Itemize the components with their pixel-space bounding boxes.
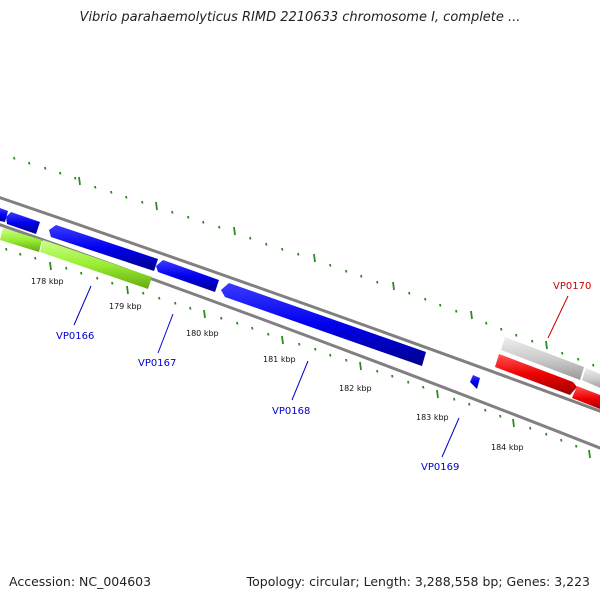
cds-arrow-vp0166[interactable]: [6, 212, 40, 234]
cds-arrow-vp0171[interactable]: [572, 386, 600, 411]
gene-label-vp0168[interactable]: VP0168: [272, 406, 310, 417]
cds-arrow-vp0165[interactable]: [0, 208, 8, 222]
scale-label-180: 180 kbp: [186, 329, 219, 338]
scale-label-183: 183 kbp: [416, 413, 449, 422]
backbone-outer-line: [0, 196, 600, 413]
gene-label-vp0166[interactable]: VP0166: [56, 331, 94, 342]
scale-label-181: 181 kbp: [263, 355, 296, 364]
gene-bar-vp0170[interactable]: [501, 337, 584, 380]
scale-label-178: 178 kbp: [31, 277, 64, 286]
gene-bar-vp0166[interactable]: [0, 228, 42, 252]
cds-arrow-small[interactable]: [470, 375, 480, 389]
scale-label-184: 184 kbp: [491, 443, 524, 452]
map-title: Vibrio parahaemolyticus RIMD 2210633 chr…: [79, 10, 521, 25]
cds-arrow-vp0169[interactable]: [221, 283, 426, 366]
scale-label-179: 179 kbp: [109, 302, 142, 311]
inner-tick-ring: [5, 247, 591, 459]
gene-label-vp0170[interactable]: VP0170: [553, 281, 591, 292]
leader-line-vp0168: [291, 360, 309, 401]
gene-bar-vp0167[interactable]: [40, 240, 152, 289]
gene-label-vp0169[interactable]: VP0169: [421, 462, 459, 473]
scale-label-182: 182 kbp: [339, 384, 372, 393]
leader-line-vp0169: [441, 417, 460, 458]
leader-line-vp0170: [547, 295, 569, 339]
gene-label-vp0167[interactable]: VP0167: [138, 358, 176, 369]
gene-bar-vp0171[interactable]: [582, 368, 600, 390]
cds-arrow-vp0167[interactable]: [49, 225, 158, 271]
genome-summary-text: Topology: circular; Length: 3,288,558 bp…: [246, 574, 590, 589]
cds-arrow-vp0170[interactable]: [495, 354, 577, 395]
accession-text: Accession: NC_004603: [9, 574, 152, 589]
cds-arrow-vp0168[interactable]: [156, 260, 219, 292]
leader-line-vp0166: [73, 285, 92, 326]
outer-tick-ring: [13, 156, 595, 367]
leader-line-vp0167: [157, 313, 174, 354]
